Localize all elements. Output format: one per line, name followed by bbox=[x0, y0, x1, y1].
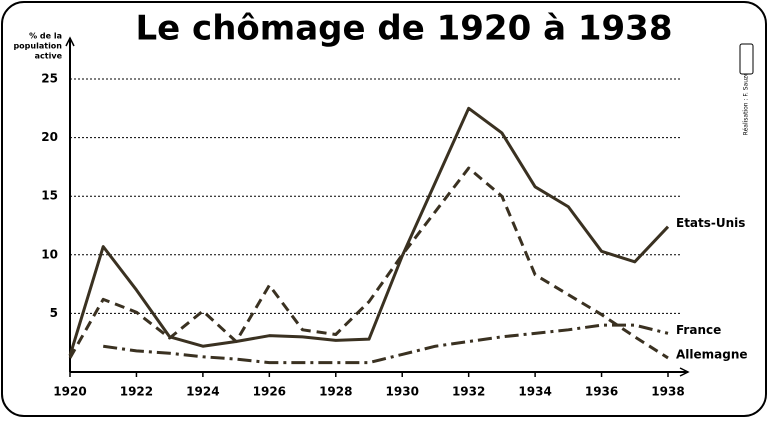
credit: Réalisation : F. Sauzeau bbox=[743, 64, 750, 135]
series-line bbox=[68, 166, 669, 360]
y-tick-label: 5 bbox=[50, 306, 58, 320]
legend-label: France bbox=[676, 323, 721, 337]
x-tick-label: 1936 bbox=[585, 385, 618, 399]
x-tick-label: 1930 bbox=[386, 385, 419, 399]
x-tick-label: 1928 bbox=[319, 385, 352, 399]
x-tick-label: 1924 bbox=[186, 385, 219, 399]
y-tick-label: 10 bbox=[41, 247, 58, 261]
x-tick-label: 1934 bbox=[518, 385, 551, 399]
chart-title: Le chômage de 1920 à 1938 bbox=[136, 9, 673, 49]
y-axis-label: % de la bbox=[29, 32, 62, 41]
x-tick-label: 1926 bbox=[253, 385, 286, 399]
y-axis-arrow bbox=[65, 36, 75, 47]
y-axis-label: active bbox=[35, 52, 63, 61]
legend-label: Allemagne bbox=[676, 347, 748, 361]
x-tick-label: 1932 bbox=[452, 385, 485, 399]
y-tick-label: 25 bbox=[41, 72, 58, 86]
y-axis-label: population bbox=[13, 42, 62, 51]
series-line bbox=[103, 323, 669, 365]
y-tick-label: 15 bbox=[41, 189, 58, 203]
x-tick-label: 1938 bbox=[651, 385, 684, 399]
y-tick-label: 20 bbox=[41, 130, 58, 144]
x-axis-arrow bbox=[679, 367, 690, 377]
legend-label: Etats-Unis bbox=[676, 216, 745, 230]
x-tick-label: 1920 bbox=[53, 385, 86, 399]
cc-icon bbox=[739, 43, 754, 75]
x-tick-label: 1922 bbox=[120, 385, 153, 399]
